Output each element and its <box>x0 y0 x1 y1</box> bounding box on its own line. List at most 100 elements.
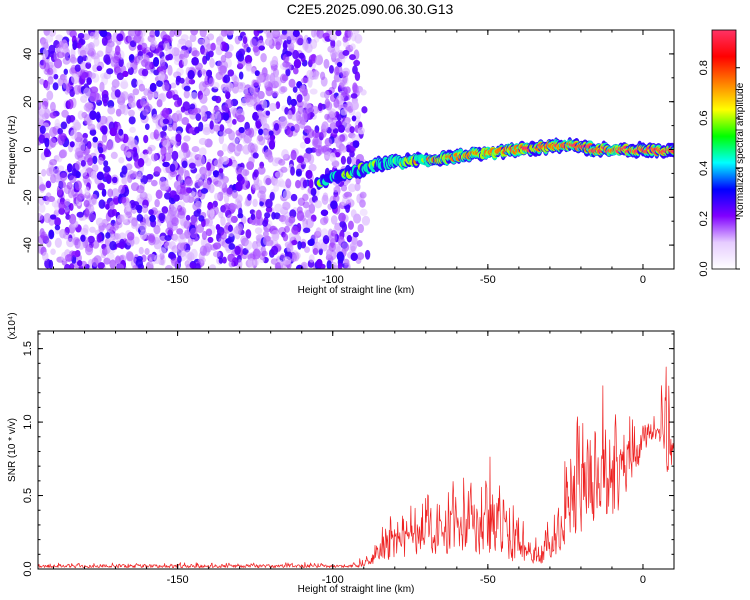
spectrogram-noise-cell <box>126 62 132 69</box>
spectrogram-noise-cell <box>116 72 125 81</box>
spectrogram-noise-cell <box>59 149 68 159</box>
spectrogram-noise-cell <box>308 163 317 172</box>
snr-y-ticks: 0.0 0.5 1.0 1.5 <box>22 333 674 577</box>
spectrogram-noise-cell <box>172 94 180 101</box>
spectrogram-noise-cell <box>130 139 138 150</box>
spectrogram-noise-cell <box>161 82 170 92</box>
spectrogram-noise-cell <box>223 74 231 84</box>
spectrogram-noise-cell <box>153 129 159 140</box>
spectrogram-noise-cell <box>282 256 292 265</box>
spectrogram-noise-cell <box>46 167 53 177</box>
spectrogram-noise-cell <box>189 262 196 269</box>
spectrogram-noise-cell <box>148 233 155 244</box>
spectrogram-noise-cell <box>350 209 357 218</box>
spectrogram-noise-cell <box>336 40 342 47</box>
spectrogram-noise-cell <box>228 260 235 268</box>
spectrogram-noise-cell <box>147 89 153 101</box>
spectrogram-noise-cell <box>131 78 138 88</box>
spectrogram-noise-cell <box>49 112 57 119</box>
spectrogram-noise-cell <box>128 54 135 61</box>
spectrogram-noise-cell <box>81 111 88 119</box>
spectrogram-noise-cell <box>47 76 54 85</box>
spectrogram-noise-cell <box>109 226 116 235</box>
spectrogram-noise-cell <box>326 259 332 269</box>
spectrogram-noise-cell <box>215 224 221 231</box>
spectrogram-noise-cell <box>314 55 324 66</box>
colorbar-tick-label: 0.4 <box>698 161 710 176</box>
spectrogram-noise-cell <box>103 257 111 265</box>
spectrogram-noise-cell <box>205 217 213 227</box>
spectrogram-noise-cell <box>127 66 134 76</box>
spectrogram-noise-cell <box>296 155 305 164</box>
spectrogram-noise-cell <box>200 68 206 75</box>
spectrogram-noise-cell <box>221 156 230 165</box>
spectrogram-noise-cell <box>54 224 61 231</box>
spectrogram-noise-cell <box>168 253 176 259</box>
spectrogram-noise-cell <box>229 203 238 210</box>
spectrogram-noise-cell <box>282 60 290 68</box>
snr-y-tick-label: 1.5 <box>22 341 34 356</box>
spectrogram-noise-cell <box>337 61 343 68</box>
spectrogram-noise-cell <box>161 107 170 119</box>
spectrogram-noise-cell <box>337 236 345 247</box>
spectrogram-noise-cell <box>291 239 298 246</box>
spectrogram-noise-cell <box>304 246 311 253</box>
spectrogram-noise-cell <box>225 91 231 100</box>
spectrogram-noise-cell <box>77 260 83 267</box>
spectrogram-noise-cell <box>312 247 319 255</box>
spectrogram-noise-cell <box>57 77 64 87</box>
spectrogram-noise-cell <box>236 173 243 182</box>
spectrogram-noise-cell <box>234 228 241 240</box>
spectrogram-noise-cell <box>260 53 267 63</box>
spectrogram-noise-cell <box>162 34 171 44</box>
spectrogram-noise-cell <box>217 179 226 189</box>
spectrogram-noise-cell <box>47 196 56 203</box>
spectrogram-noise-cell <box>48 44 56 55</box>
spectrogram-noise-cell <box>220 216 226 226</box>
spectrogram-noise-cell <box>101 125 108 135</box>
spectrogram-noise-cell <box>46 90 54 101</box>
spectrogram-noise-cell <box>144 123 150 130</box>
spectrogram-noise-cell <box>338 134 345 143</box>
spectrogram-noise-cell <box>307 153 315 165</box>
spectrogram-noise-cell <box>360 89 367 96</box>
spectrogram-noise-cell <box>58 201 66 210</box>
spectrogram-noise-cell <box>163 40 170 52</box>
spectrogram-noise-cell <box>190 152 198 163</box>
spectrogram-noise-cell <box>333 186 339 193</box>
spectrogram-noise-cell <box>43 147 50 158</box>
spectrogram-noise-cell <box>59 133 67 140</box>
spectrogram-noise-cell <box>352 82 358 93</box>
spectrogram-noise-cell <box>213 170 219 178</box>
spectrogram-noise-cell <box>287 46 295 53</box>
spectrogram-noise-cell <box>203 87 211 97</box>
spectrogram-noise-cell <box>317 102 323 112</box>
spectrogram-noise-cell <box>62 232 70 240</box>
spectrogram-noise-cell <box>52 82 59 91</box>
spectrogram-noise-cell <box>147 253 156 261</box>
spectrogram-x-tick-label: -100 <box>322 274 344 286</box>
spectrogram-noise-cell <box>80 234 86 242</box>
spectrogram-noise-cell <box>274 203 283 213</box>
spectrogram-noise-cell <box>73 84 82 95</box>
spectrogram-y-axis-label: Frequency (Hz) <box>7 116 18 185</box>
spectrogram-noise-cell <box>117 102 126 109</box>
spectrogram-noise-cell <box>38 117 42 128</box>
spectrogram-noise-cell <box>38 100 42 111</box>
snr-panel: -150 -100 -50 0 0.0 0.5 1.0 1.5 Height of stra… <box>7 312 675 595</box>
spectrogram-noise-cell <box>62 78 68 89</box>
spectrogram-noise-cell <box>74 180 82 191</box>
spectrogram-noise-cell <box>65 254 73 262</box>
spectrogram-noise-cell <box>321 121 329 132</box>
spectrogram-noise-cell <box>75 147 82 156</box>
spectrogram-noise-cell <box>324 137 333 147</box>
spectrogram-noise-cell <box>189 227 198 239</box>
spectrogram-noise-cell <box>179 187 187 195</box>
spectrogram-noise-cell <box>132 171 138 178</box>
spectrogram-noise-cell <box>80 69 86 80</box>
spectrogram-noise-cell <box>353 30 360 35</box>
spectrogram-noise-cell <box>359 199 366 208</box>
spectrogram-noise-cell <box>47 67 54 76</box>
spectrogram-noise-cell <box>116 263 125 269</box>
spectrogram-noise-cell <box>86 77 92 85</box>
